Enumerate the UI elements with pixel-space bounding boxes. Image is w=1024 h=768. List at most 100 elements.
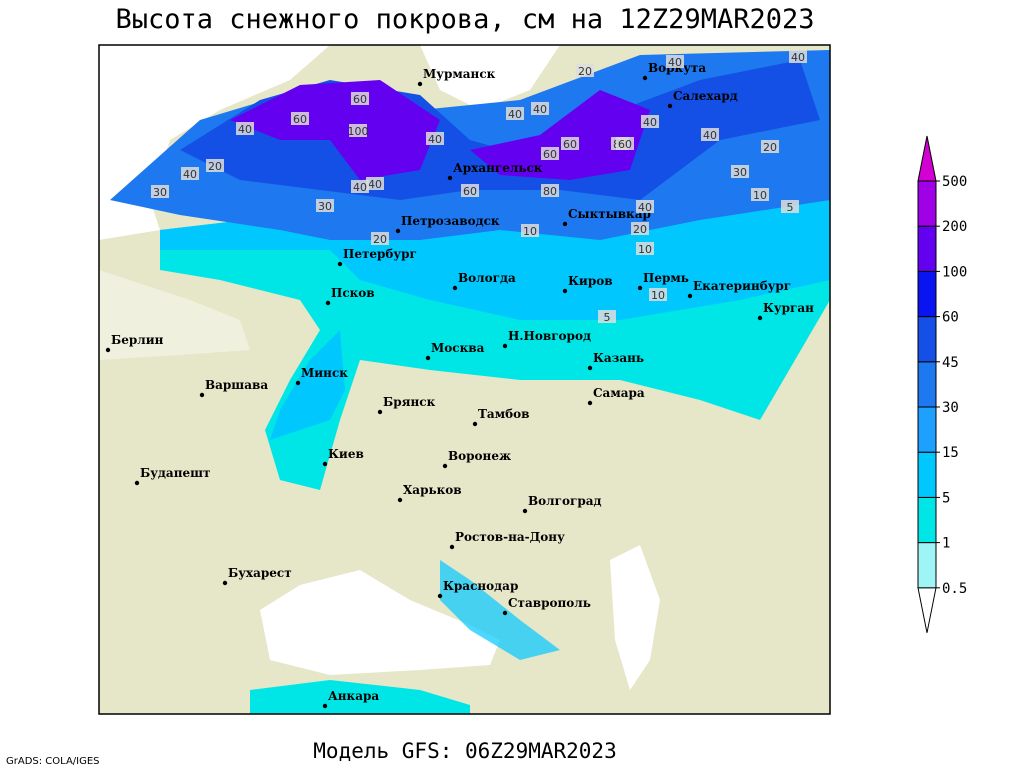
contour-label-bg — [781, 200, 799, 213]
contour-label: 40 — [428, 133, 442, 146]
city-label: Волгоград — [528, 494, 601, 508]
city-label: Берлин — [111, 333, 164, 347]
contour-label-bg — [636, 200, 654, 213]
city-dot — [325, 300, 331, 306]
contour-label-bg — [521, 224, 539, 237]
contour-label: 40 — [643, 116, 657, 129]
contour-label: 30 — [318, 200, 332, 213]
contour-label-bg — [598, 310, 616, 323]
contour-label: 60 — [618, 138, 632, 151]
contour-label-bg — [616, 137, 634, 150]
contour-label-bg — [666, 55, 684, 68]
city-dot — [449, 544, 455, 550]
contour-label: 20 — [373, 233, 387, 246]
city-dot — [447, 175, 453, 181]
colorbar-label: 500 — [942, 174, 967, 190]
city-dot — [425, 355, 431, 361]
contour-label-bg — [751, 188, 769, 201]
contour-label-bg — [789, 50, 807, 63]
contour-label: 40 — [791, 51, 805, 64]
city-dot — [437, 593, 443, 599]
sea-south-baltic — [99, 270, 250, 360]
contour-label-bg — [181, 167, 199, 180]
colorbar-triangle — [917, 587, 937, 633]
city-label: Киев — [328, 447, 364, 461]
city-label: Ставрополь — [508, 596, 591, 610]
contour-label: 40 — [508, 108, 522, 121]
city-label: Салехард — [673, 89, 738, 103]
city-dot — [642, 75, 648, 81]
city-label: Воронеж — [448, 449, 511, 463]
colorbar-label: 15 — [942, 445, 959, 461]
city-dot — [322, 703, 328, 709]
city-dot — [417, 81, 423, 87]
colorbar-segment — [917, 542, 937, 589]
city-label: Самара — [593, 386, 645, 400]
city-label: Анкара — [328, 689, 379, 703]
city-dot — [587, 400, 593, 406]
contour-label-bg — [291, 112, 309, 125]
city-label: Петрозаводск — [401, 214, 500, 228]
contour-label-bg — [541, 184, 559, 197]
snow-belarus — [270, 330, 345, 440]
contour-label: 40 — [638, 201, 652, 214]
city-dot — [687, 293, 693, 299]
contour-label: 10 — [523, 225, 537, 238]
colorbar-label: 30 — [942, 400, 959, 416]
contour-label-bg — [576, 64, 594, 77]
contour-label: 30 — [733, 166, 747, 179]
contour-label: 80 — [543, 185, 557, 198]
contour-label-bg — [761, 140, 779, 153]
contour-label: 10 — [638, 243, 652, 256]
contour-label: 10 — [753, 189, 767, 202]
contour-label: 40 — [353, 181, 367, 194]
colorbar-segment — [917, 270, 937, 318]
contour-label: 100 — [348, 125, 369, 138]
map-labels: МурманскВоркутаСалехардАрхангельскПетроз… — [105, 50, 814, 709]
city-label: Москва — [431, 341, 485, 355]
city-label: Варшава — [205, 378, 268, 392]
contour-label-bg — [649, 288, 667, 301]
city-dot — [377, 409, 383, 415]
city-label: Псков — [331, 286, 375, 300]
colorbar-label: 100 — [942, 264, 967, 280]
city-dot — [562, 288, 568, 294]
contour-label: 40 — [183, 168, 197, 181]
city-label: Вологда — [458, 271, 516, 285]
city-dot — [337, 261, 343, 267]
contour-label: 5 — [604, 311, 611, 324]
contour-label-bg — [426, 132, 444, 145]
city-dot — [199, 392, 205, 398]
city-dot — [452, 285, 458, 291]
contour-label-bg — [206, 159, 224, 172]
city-label: Сыктывкар — [568, 207, 651, 221]
contour-label: 40 — [668, 56, 682, 69]
credit: GrADS: COLA/IGES — [6, 756, 100, 767]
city-dot — [757, 315, 763, 321]
contour-label: 20 — [208, 160, 222, 173]
contour-label-bg — [461, 184, 479, 197]
colorbar-label: 5 — [942, 490, 950, 506]
contour-label-bg — [236, 122, 254, 135]
contour-label-bg — [636, 242, 654, 255]
city-label: Ростов-на-Дону — [455, 530, 565, 544]
city-dot — [667, 103, 673, 109]
colorbar-label: 0.5 — [942, 581, 967, 597]
contour-label-bg — [506, 107, 524, 120]
contour-label-bg — [531, 102, 549, 115]
contour-label-bg — [541, 147, 559, 160]
colorbar-label: 1 — [942, 536, 950, 552]
city-dot — [397, 497, 403, 503]
colorbar-segment — [917, 496, 937, 544]
contour-label-bg — [641, 115, 659, 128]
city-dot — [442, 463, 448, 469]
city-label: Тамбов — [478, 407, 529, 421]
contour-label-bg — [351, 180, 369, 193]
city-label: Н.Новгород — [508, 329, 591, 343]
city-label: Харьков — [403, 483, 462, 497]
city-label: Краснодар — [443, 579, 518, 593]
city-dot — [502, 610, 508, 616]
title: Высота снежного покрова, см на 12Z29MAR2… — [116, 4, 815, 35]
